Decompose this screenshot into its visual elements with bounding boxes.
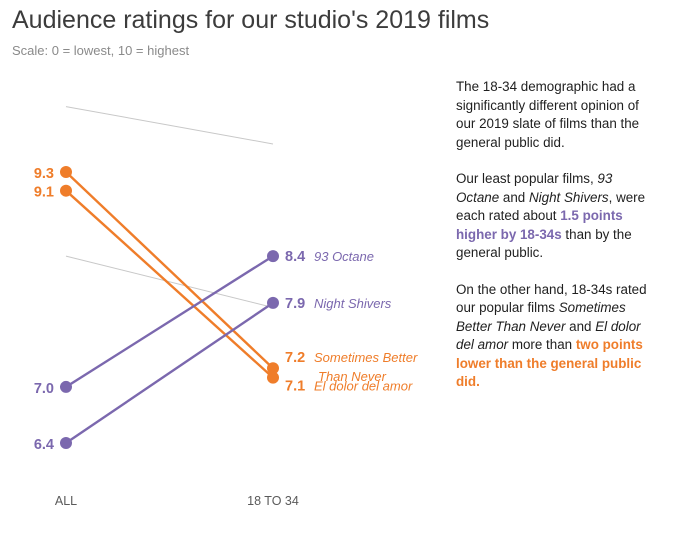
series-line-4	[65, 301, 274, 444]
p3-film-1: Sometimes Better Than Never	[456, 300, 626, 334]
series-point-right-2	[267, 371, 279, 384]
series-point-left-2	[60, 184, 72, 197]
series-point-right-1	[267, 362, 279, 375]
commentary-paragraph-3: On the other hand, 18-34s rated our popu…	[456, 281, 656, 392]
right-value-label-3: 8.4	[285, 249, 305, 265]
series-line-3	[65, 255, 274, 388]
p3-text-c: more than	[508, 337, 576, 352]
right-value-label-4: 7.9	[285, 296, 305, 312]
right-value-label-1: 7.2	[285, 350, 305, 366]
left-value-label-2: 9.1	[34, 185, 54, 201]
p2-film-1: 93 Octane	[456, 171, 613, 205]
x-axis-label-2: 18 TO 34	[247, 494, 299, 508]
slope-chart: 9.3 9.1 7.0 6.4 7.2 Sometimes Better Than Neve…	[34, 106, 418, 508]
series-point-right-4	[267, 296, 279, 309]
right-value-label-2: 7.1	[285, 379, 305, 395]
left-value-label-3: 7.0	[34, 381, 54, 397]
commentary-panel: The 18-34 demographic had a significantl…	[456, 78, 656, 410]
chart-title: Audience ratings for our studio's 2019 f…	[12, 6, 490, 34]
gray-reference-line-2	[65, 255, 274, 308]
p2-text-d: than by the general public.	[456, 226, 632, 261]
series-point-left-3	[60, 380, 72, 393]
p2-text-c: , were each rated about	[456, 189, 646, 224]
series-name-label-2: El dolor del amor	[314, 379, 413, 394]
p2-film-2: Night Shivers	[528, 189, 609, 205]
p3-film-2: El dolor del amor	[456, 318, 641, 353]
p2-text-b: and	[499, 189, 529, 205]
p3-text-b: and	[565, 318, 596, 334]
commentary-paragraph-1: The 18-34 demographic had a significantl…	[456, 79, 640, 150]
gray-reference-line-1	[65, 106, 274, 145]
series-name-label-4: Night Shivers	[314, 296, 392, 311]
p3-text-a: On the other hand, 18-34s rated our popu…	[456, 281, 647, 316]
chart-subtitle: Scale: 0 = lowest, 10 = highest	[12, 43, 190, 58]
left-value-label-1: 9.3	[34, 166, 54, 182]
series-name-label-1-line-2: Than Never	[318, 369, 387, 384]
series-point-left-1	[60, 166, 72, 178]
p2-highlight: 1.5 points higher by 18-34s	[456, 208, 623, 242]
p2-text-a: Our least popular films,	[456, 171, 598, 186]
p3-highlight: two points lower than the general public…	[456, 337, 643, 389]
series-name-label-1: Sometimes Better	[314, 350, 418, 365]
x-axis-label-1: ALL	[55, 494, 77, 508]
series-point-right-3	[267, 250, 279, 263]
series-line-1	[65, 171, 274, 370]
commentary-paragraph-2: Our least popular films, 93 Octane and N…	[456, 170, 656, 263]
series-name-label-3: 93 Octane	[314, 249, 374, 264]
series-point-left-4	[60, 437, 72, 449]
series-line-2	[65, 189, 274, 379]
left-value-label-4: 6.4	[34, 437, 54, 453]
